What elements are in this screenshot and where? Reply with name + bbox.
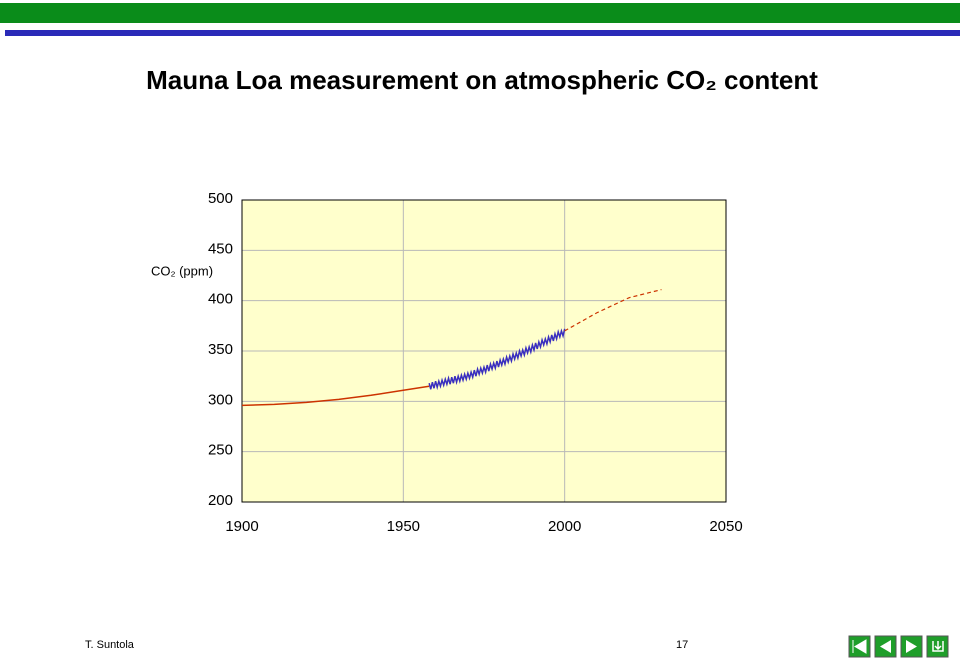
y-tick-label: 250 <box>208 442 233 459</box>
data-line <box>241 385 430 407</box>
y-tick-label: 300 <box>208 391 233 408</box>
nav-icon <box>880 640 891 653</box>
chart-title: Mauna Loa measurement on atmospheric CO₂… <box>146 65 818 95</box>
x-tick-label: 2000 <box>548 518 581 535</box>
header-bar <box>0 3 960 23</box>
plot-border <box>241 199 727 503</box>
footer-author: T. Suntola <box>85 639 135 651</box>
data-line <box>428 328 566 391</box>
x-tick-label: 1950 <box>387 518 420 535</box>
nav-icon <box>852 639 867 654</box>
y-tick-label: 500 <box>208 190 233 207</box>
page-number: 17 <box>676 639 688 651</box>
y-tick-label: 450 <box>208 240 233 257</box>
x-tick-label: 2050 <box>709 518 742 535</box>
header-rule <box>5 30 960 36</box>
y-axis-label: CO₂ (ppm) <box>151 263 213 278</box>
nav-buttons <box>848 635 949 658</box>
nav-icon <box>932 641 944 652</box>
y-tick-label: 400 <box>208 291 233 308</box>
x-tick-label: 1900 <box>225 518 258 535</box>
y-tick-label: 200 <box>208 492 233 509</box>
nav-icon <box>906 640 917 653</box>
y-tick-label: 350 <box>208 341 233 358</box>
